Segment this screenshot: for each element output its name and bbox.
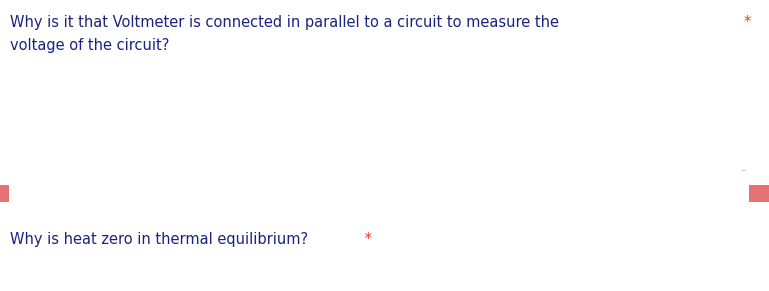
Text: *: * <box>744 15 751 30</box>
FancyBboxPatch shape <box>749 185 769 202</box>
Text: *: * <box>360 232 372 247</box>
Text: Why is it that Voltmeter is connected in parallel to a circuit to measure the: Why is it that Voltmeter is connected in… <box>10 15 559 30</box>
Text: –: – <box>741 165 746 175</box>
FancyBboxPatch shape <box>0 185 9 202</box>
Text: Why is heat zero in thermal equilibrium?: Why is heat zero in thermal equilibrium? <box>10 232 308 247</box>
Text: voltage of the circuit?: voltage of the circuit? <box>10 38 169 53</box>
